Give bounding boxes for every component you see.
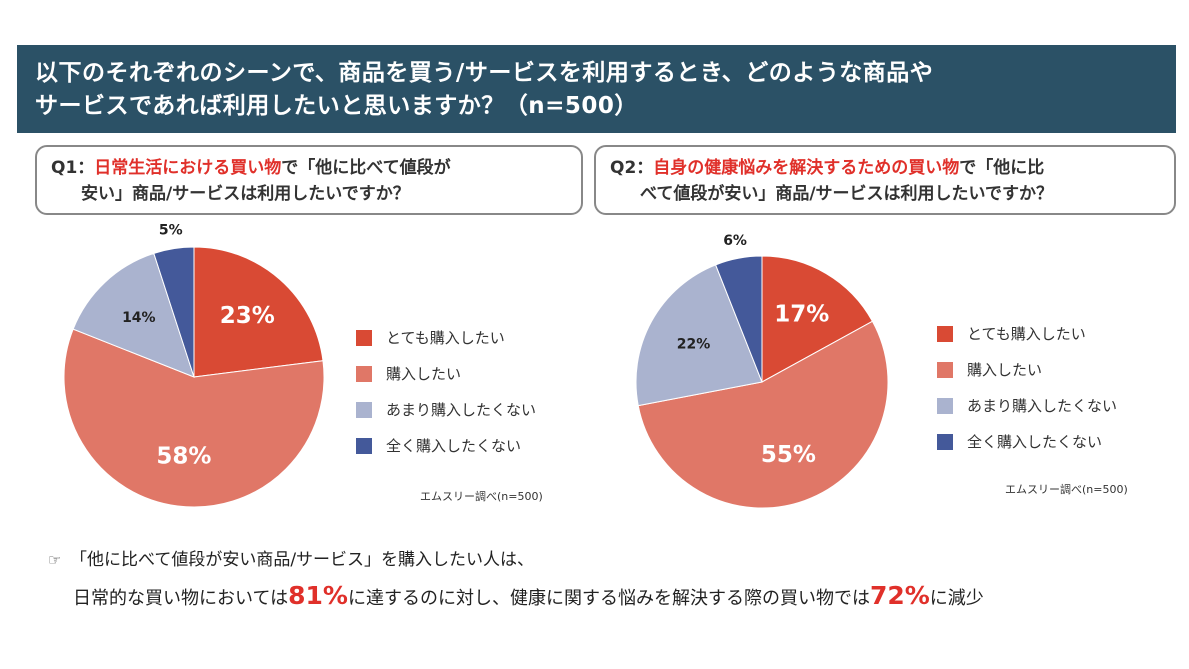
legend-swatch — [937, 326, 953, 342]
legend-swatch — [356, 330, 372, 346]
pie-data-label: 22% — [677, 336, 711, 352]
legend-swatch — [356, 402, 372, 418]
pie-slice — [637, 320, 889, 509]
legend-swatch — [937, 362, 953, 378]
pie-slice — [761, 255, 874, 383]
pie-data-label: 58% — [156, 443, 211, 469]
q1-highlight: 日常生活における買い物 — [94, 158, 282, 178]
q2-mid: で「他に比 — [959, 158, 1045, 178]
q1-prefix: Q1： — [51, 158, 95, 178]
legend-label: あまり購入したくない — [967, 397, 1118, 415]
q2-line-2: べて値段が安い」商品/サービスは利用したいですか？ — [640, 184, 1054, 204]
pie-slice — [153, 246, 195, 378]
legend-swatch — [356, 366, 372, 382]
question-box-q2: Q2：自身の健康悩みを解決するための買い物で「他に比 べて値段が安い」商品/サー… — [594, 145, 1176, 215]
legend-swatch — [937, 398, 953, 414]
summary-highlight-81: 81% — [288, 581, 348, 610]
legend-label: とても購入したい — [967, 325, 1086, 343]
question-box-q1: Q1：日常生活における買い物で「他に比べて値段が 安い」商品/サービスは利用した… — [35, 145, 583, 215]
pie-data-label: 17% — [774, 301, 829, 327]
legend-label: 購入したい — [386, 365, 462, 383]
title-line-2: サービスであれば利用したいと思いますか？（n=500） — [35, 93, 638, 119]
legend-swatch — [356, 438, 372, 454]
q1-line-2: 安い」商品/サービスは利用したいですか？ — [81, 184, 410, 204]
summary-line-1: ☞ 「他に比べて値段が安い商品/サービス」を購入したい人は、 — [48, 545, 534, 570]
pie-data-label: 14% — [122, 310, 156, 326]
summary-highlight-72: 72% — [869, 581, 930, 610]
pie-data-label: 55% — [761, 442, 816, 468]
q2-prefix: Q2： — [610, 158, 654, 178]
pie-slice — [635, 264, 763, 407]
summary-text-1: 「他に比べて値段が安い商品/サービス」を購入したい人は、 — [70, 550, 535, 570]
source-note-q1: エムスリー調べ(n=500) — [420, 490, 543, 503]
summary-text-2e: に減少 — [929, 588, 984, 609]
pie-data-label: 23% — [220, 303, 275, 329]
title-banner: 以下のそれぞれのシーンで、商品を買う/サービスを利用するとき、どのような商品や … — [17, 45, 1176, 133]
legend-label: 全く購入したくない — [967, 433, 1103, 451]
source-note-q2: エムスリー調べ(n=500) — [1005, 483, 1128, 496]
summary-line-2: 日常的な買い物においては81%に達するのに対し、健康に関する悩みを解決する際の買… — [73, 581, 984, 610]
q2-highlight: 自身の健康悩みを解決するための買い物 — [653, 158, 960, 178]
title-line-1: 以下のそれぞれのシーンで、商品を買う/サービスを利用するとき、どのような商品や — [35, 60, 934, 86]
legend-label: 購入したい — [967, 361, 1043, 379]
q1-mid: で「他に比べて値段が — [281, 158, 451, 178]
pie-slice — [63, 328, 325, 508]
summary-text-2c: に達するのに対し、健康に関する悩みを解決する際の買い物では — [347, 588, 870, 609]
legend-label: あまり購入したくない — [386, 401, 537, 419]
pointing-hand-icon: ☞ — [48, 551, 62, 569]
legend-label: 全く購入したくない — [386, 437, 522, 455]
pie-slice — [193, 246, 324, 378]
legend-swatch — [937, 434, 953, 450]
pie-data-label: 6% — [723, 233, 747, 249]
pie-slice — [714, 255, 763, 383]
summary-text-2a: 日常的な買い物においては — [73, 588, 289, 609]
legend-label: とても購入したい — [386, 329, 505, 347]
pie-data-label: 5% — [159, 223, 183, 239]
